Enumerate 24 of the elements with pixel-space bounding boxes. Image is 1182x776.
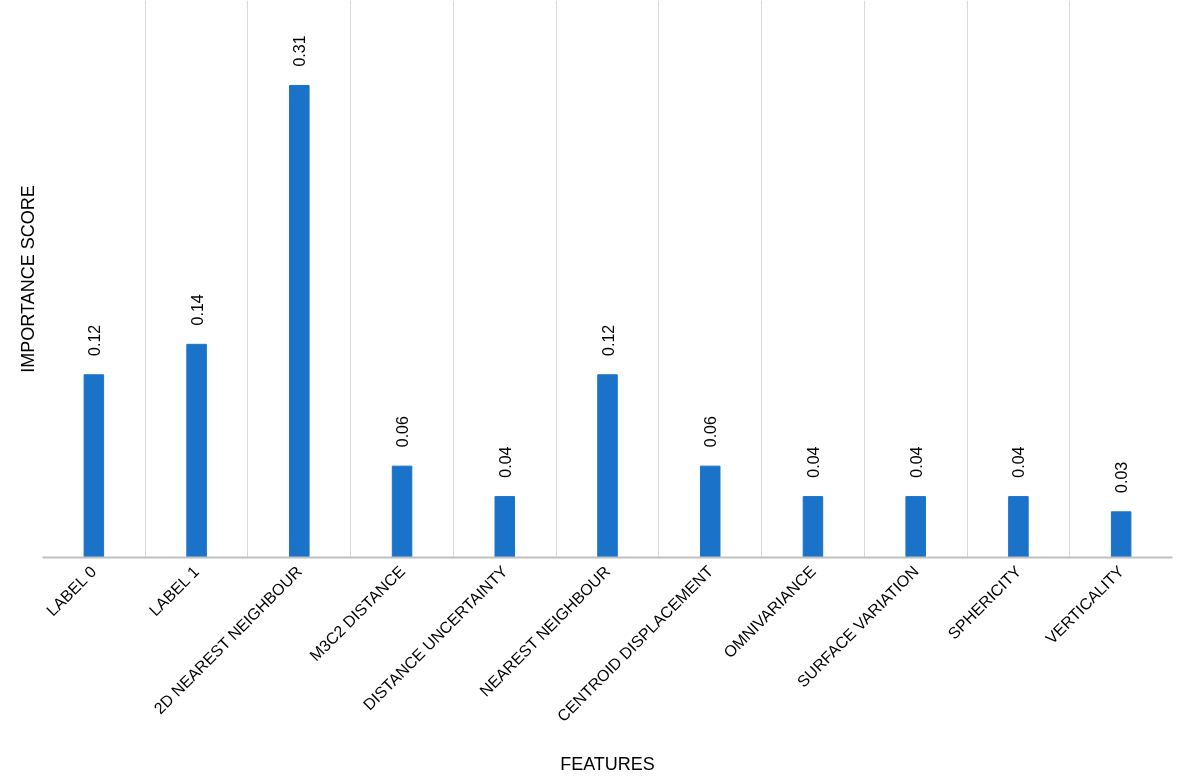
bar (289, 84, 310, 558)
data-label: 0.31 (291, 35, 309, 67)
bar (1110, 511, 1132, 558)
bar (802, 496, 824, 558)
bar (83, 374, 105, 558)
bar (186, 343, 207, 558)
data-label: 0.06 (394, 416, 412, 448)
bar (494, 496, 516, 558)
data-label: 0.12 (599, 324, 617, 356)
bar (699, 465, 721, 558)
data-label: 0.03 (1113, 461, 1131, 493)
data-label: 0.06 (702, 416, 720, 448)
bar (905, 496, 926, 558)
x-axis-title: FEATURES (560, 753, 655, 774)
bar (391, 465, 413, 558)
data-label: 0.12 (85, 324, 103, 356)
data-label: 0.04 (1010, 446, 1028, 478)
bar (1008, 496, 1029, 558)
data-label: 0.14 (188, 294, 206, 326)
y-axis-title: IMPORTANCE SCORE (17, 185, 38, 373)
data-label: 0.04 (496, 446, 514, 478)
data-label: 0.04 (804, 446, 822, 478)
data-label: 0.04 (907, 446, 925, 478)
bar (597, 374, 618, 558)
